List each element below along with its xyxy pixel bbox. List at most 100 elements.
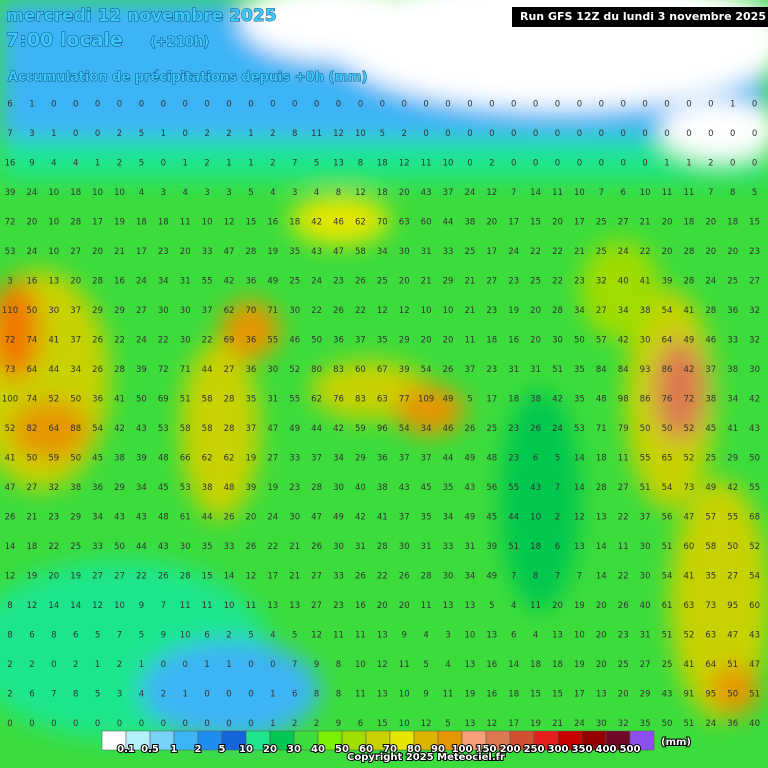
- grid-value: 47: [311, 513, 322, 523]
- grid-value: 2: [292, 719, 297, 729]
- grid-value: 0: [292, 100, 297, 110]
- grid-value: 20: [530, 336, 541, 346]
- grid-value: 64: [26, 365, 37, 375]
- grid-value: 1: [139, 660, 144, 670]
- grid-value: 0: [489, 129, 494, 139]
- grid-value: 22: [158, 336, 169, 346]
- grid-value: 15: [245, 218, 256, 228]
- grid-value: 12: [399, 159, 410, 169]
- grid-value: 34: [727, 395, 738, 405]
- grid-value: 18: [727, 218, 738, 228]
- grid-value: 0: [117, 100, 122, 110]
- grid-value: 30: [596, 719, 607, 729]
- grid-value: 27: [136, 306, 147, 316]
- grid-value: 0: [248, 100, 253, 110]
- grid-value: 13: [289, 601, 300, 611]
- grid-value: 20: [705, 247, 716, 257]
- grid-value: 14: [508, 660, 519, 670]
- grid-value: 31: [355, 542, 366, 552]
- grid-value: 4: [270, 188, 275, 198]
- grid-value: 27: [267, 454, 278, 464]
- grid-value: 0: [161, 660, 166, 670]
- grid-value: 47: [749, 660, 760, 670]
- grid-value: 0: [708, 129, 713, 139]
- grid-value: 52: [749, 542, 760, 552]
- grid-value: 88: [70, 424, 81, 434]
- grid-value: 12: [333, 129, 344, 139]
- grid-value: 100: [2, 395, 18, 405]
- date: mercredi 12 novembre 2025: [6, 6, 277, 26]
- grid-value: 27: [727, 572, 738, 582]
- grid-value: 53: [158, 424, 169, 434]
- grid-value: 40: [749, 719, 760, 729]
- grid-value: 54: [399, 424, 410, 434]
- grid-value: 11: [245, 601, 256, 611]
- grid-value: 73: [5, 365, 16, 375]
- grid-value: 51: [749, 690, 760, 700]
- grid-value: 72: [158, 365, 169, 375]
- legend-label: 70: [383, 744, 397, 755]
- grid-value: 33: [224, 542, 235, 552]
- grid-value: 43: [530, 483, 541, 493]
- grid-value: 39: [486, 542, 497, 552]
- grid-value: 45: [92, 454, 103, 464]
- grid-value: 16: [26, 277, 37, 287]
- grid-value: 27: [311, 601, 322, 611]
- grid-value: 0: [380, 100, 385, 110]
- grid-value: 0: [51, 719, 56, 729]
- grid-value: 11: [552, 188, 563, 198]
- grid-value: 14: [70, 601, 81, 611]
- grid-value: 64: [705, 660, 716, 670]
- grid-value: 9: [161, 631, 166, 641]
- grid-value: 12: [486, 719, 497, 729]
- grid-value: 26: [355, 277, 366, 287]
- grid-value: 60: [355, 365, 366, 375]
- grid-value: 60: [749, 601, 760, 611]
- grid-value: 23: [508, 454, 519, 464]
- grid-value: 10: [574, 631, 585, 641]
- grid-value: 34: [333, 454, 344, 464]
- grid-value: 0: [7, 719, 12, 729]
- grid-value: 30: [749, 365, 760, 375]
- grid-value: 38: [464, 218, 475, 228]
- grid-value: 54: [92, 424, 103, 434]
- grid-value: 49: [464, 454, 475, 464]
- grid-value: 32: [749, 336, 760, 346]
- grid-value: 69: [224, 336, 235, 346]
- grid-value: 3: [29, 129, 34, 139]
- grid-value: 0: [555, 159, 560, 169]
- grid-value: 11: [180, 601, 191, 611]
- grid-value: 2: [489, 159, 494, 169]
- grid-value: 32: [618, 719, 629, 729]
- grid-value: 10: [355, 660, 366, 670]
- grid-value: 31: [267, 395, 278, 405]
- grid-value: 0: [423, 100, 428, 110]
- grid-value: 36: [727, 719, 738, 729]
- grid-value: 37: [399, 454, 410, 464]
- grid-value: 33: [92, 542, 103, 552]
- grid-value: 62: [355, 218, 366, 228]
- grid-value: 16: [267, 218, 278, 228]
- grid-value: 20: [399, 601, 410, 611]
- grid-value: 70: [245, 306, 256, 316]
- grid-value: 23: [289, 483, 300, 493]
- grid-value: 20: [421, 336, 432, 346]
- grid-value: 0: [467, 100, 472, 110]
- grid-value: 37: [464, 365, 475, 375]
- grid-value: 7: [599, 188, 604, 198]
- grid-value: 63: [705, 631, 716, 641]
- grid-value: 26: [530, 424, 541, 434]
- value-grid: 6 1 0 0 0 0 0 0 0 0 0 0 0 0 0 0 0 0 0 0 0 0 0 0 0 0 0 0 0 0 0 0 0 1 07 3 1 0 0…: [2, 100, 760, 730]
- grid-value: 0: [642, 100, 647, 110]
- grid-value: 37: [399, 513, 410, 523]
- grid-value: 5: [445, 719, 450, 729]
- grid-value: 0: [620, 159, 625, 169]
- grid-value: 22: [267, 542, 278, 552]
- grid-value: 8: [533, 572, 538, 582]
- grid-value: 5: [752, 188, 757, 198]
- grid-value: 35: [443, 483, 454, 493]
- grid-value: 24: [136, 336, 147, 346]
- grid-value: 36: [92, 483, 103, 493]
- grid-value: 42: [355, 513, 366, 523]
